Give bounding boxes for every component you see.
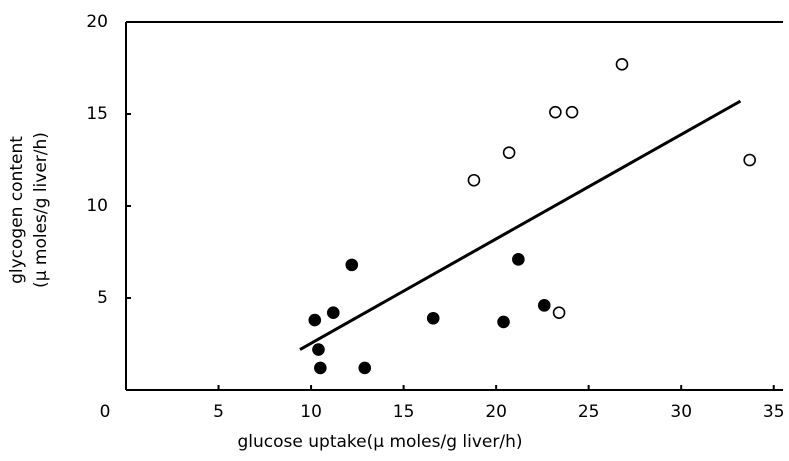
y-axis-label: glycogen content — [7, 136, 27, 284]
point — [743, 153, 756, 167]
point — [512, 253, 525, 266]
x-tick-label: 30 — [670, 402, 692, 422]
y-tick-label: 5 — [97, 288, 108, 308]
point — [467, 173, 481, 187]
point — [537, 299, 551, 312]
point — [565, 105, 579, 119]
point — [314, 361, 327, 375]
x-tick-label: 0 — [100, 402, 111, 422]
x-tick-label: 10 — [300, 402, 322, 422]
x-tick-label: 5 — [213, 402, 224, 422]
y-tick-label: 10 — [86, 196, 108, 216]
point — [426, 311, 440, 325]
point — [497, 315, 510, 329]
point — [358, 361, 372, 375]
point — [552, 306, 566, 320]
point — [308, 313, 322, 327]
point — [312, 343, 325, 356]
point — [549, 105, 562, 119]
x-axis-label: glucose uptake(μ moles/g liver/h) — [238, 432, 523, 452]
point — [345, 258, 359, 272]
x-tick-label: 20 — [485, 402, 507, 422]
fit-line — [299, 99, 742, 351]
y-tick-label: 15 — [86, 104, 108, 124]
point — [326, 306, 340, 320]
y-tick-label: 20 — [86, 12, 108, 32]
point — [615, 58, 629, 71]
x-tick-label: 15 — [393, 402, 415, 422]
x-tick-label: 25 — [578, 402, 600, 422]
point — [502, 146, 516, 159]
x-tick-label: 35 — [763, 402, 785, 422]
y-axis-label: (μ moles/g liver/h) — [31, 132, 51, 288]
